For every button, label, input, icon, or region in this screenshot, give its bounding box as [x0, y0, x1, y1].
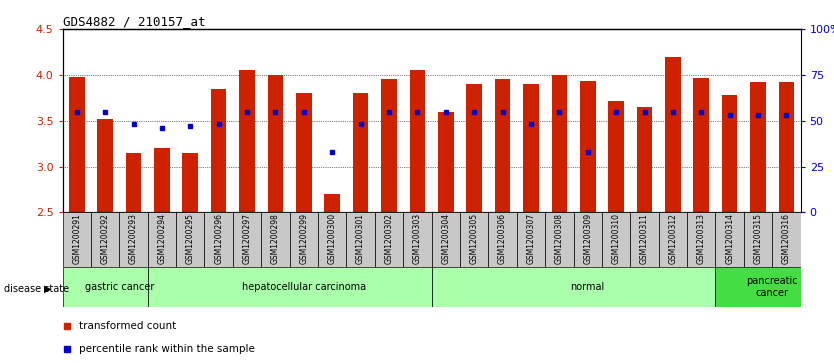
Text: pancreatic
cancer: pancreatic cancer [746, 276, 798, 298]
Text: GSM1200299: GSM1200299 [299, 213, 309, 264]
Text: GDS4882 / 210157_at: GDS4882 / 210157_at [63, 15, 205, 28]
Bar [489, 212, 517, 267]
Bar [403, 212, 432, 267]
Bar [374, 212, 403, 267]
Text: GSM1200313: GSM1200313 [696, 213, 706, 264]
Bar [659, 212, 687, 267]
Text: ▶: ▶ [44, 284, 52, 294]
Bar [148, 212, 176, 267]
Bar [716, 267, 801, 307]
Text: transformed count: transformed count [79, 321, 177, 331]
Bar [779, 82, 794, 212]
Text: GSM1200295: GSM1200295 [186, 213, 195, 264]
Bar [432, 212, 460, 267]
Text: GSM1200312: GSM1200312 [668, 213, 677, 264]
Text: GSM1200298: GSM1200298 [271, 213, 280, 264]
Bar [289, 212, 318, 267]
Bar [324, 194, 340, 212]
Bar [574, 212, 602, 267]
Bar [432, 267, 716, 307]
Text: GSM1200307: GSM1200307 [526, 213, 535, 264]
Bar [63, 212, 91, 267]
Bar [126, 153, 141, 212]
Text: GSM1200294: GSM1200294 [158, 213, 167, 264]
Bar [63, 267, 148, 307]
Text: GSM1200301: GSM1200301 [356, 213, 365, 264]
Bar [239, 70, 255, 212]
Bar [98, 119, 113, 212]
Text: GSM1200314: GSM1200314 [726, 213, 734, 264]
Bar [183, 153, 198, 212]
Text: gastric cancer: gastric cancer [84, 282, 154, 292]
Bar [261, 212, 289, 267]
Bar [346, 212, 374, 267]
Bar [580, 81, 595, 212]
Text: GSM1200316: GSM1200316 [782, 213, 791, 264]
Bar [551, 75, 567, 212]
Bar [545, 212, 574, 267]
Bar [602, 212, 631, 267]
Text: GSM1200302: GSM1200302 [384, 213, 394, 264]
Text: normal: normal [570, 282, 605, 292]
Bar [772, 212, 801, 267]
Text: GSM1200305: GSM1200305 [470, 213, 479, 264]
Bar [495, 79, 510, 212]
Text: GSM1200306: GSM1200306 [498, 213, 507, 264]
Bar [751, 82, 766, 212]
Text: GSM1200310: GSM1200310 [611, 213, 620, 264]
Bar [636, 107, 652, 212]
Text: GSM1200291: GSM1200291 [73, 213, 81, 264]
Text: GSM1200300: GSM1200300 [328, 213, 337, 264]
Text: GSM1200315: GSM1200315 [754, 213, 762, 264]
Bar [318, 212, 346, 267]
Text: GSM1200311: GSM1200311 [640, 213, 649, 264]
Text: GSM1200296: GSM1200296 [214, 213, 224, 264]
Bar [744, 212, 772, 267]
Bar [211, 89, 227, 212]
Bar [438, 111, 454, 212]
Bar [69, 77, 84, 212]
Bar [353, 93, 369, 212]
Bar [381, 79, 397, 212]
Bar [716, 212, 744, 267]
Bar [466, 84, 482, 212]
Bar [409, 70, 425, 212]
Bar [517, 212, 545, 267]
Bar [154, 148, 169, 212]
Text: GSM1200292: GSM1200292 [101, 213, 109, 264]
Text: percentile rank within the sample: percentile rank within the sample [79, 344, 255, 354]
Text: hepatocellular carcinoma: hepatocellular carcinoma [242, 282, 366, 292]
Text: GSM1200303: GSM1200303 [413, 213, 422, 264]
Bar [176, 212, 204, 267]
Bar [119, 212, 148, 267]
Bar [204, 212, 233, 267]
Bar [460, 212, 489, 267]
Bar [148, 267, 432, 307]
Text: GSM1200308: GSM1200308 [555, 213, 564, 264]
Text: GSM1200304: GSM1200304 [441, 213, 450, 264]
Bar [268, 75, 284, 212]
Bar [233, 212, 261, 267]
Bar [631, 212, 659, 267]
Text: GSM1200309: GSM1200309 [583, 213, 592, 264]
Bar [722, 95, 737, 212]
Bar [91, 212, 119, 267]
Text: disease state: disease state [4, 284, 69, 294]
Text: GSM1200297: GSM1200297 [243, 213, 252, 264]
Bar [665, 57, 681, 212]
Bar [694, 78, 709, 212]
Bar [608, 101, 624, 212]
Bar [523, 84, 539, 212]
Bar [687, 212, 716, 267]
Text: GSM1200293: GSM1200293 [129, 213, 138, 264]
Bar [296, 93, 312, 212]
